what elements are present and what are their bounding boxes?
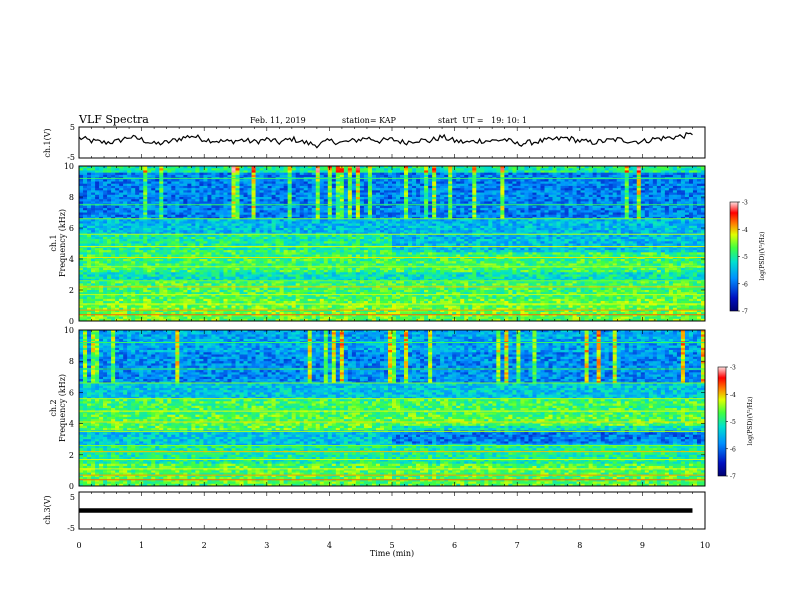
- x-tick-label: 5: [389, 541, 394, 550]
- freq-tick-label: 2: [69, 286, 74, 295]
- colorbar-tick-label: -4: [742, 227, 748, 234]
- freq-tick-label: 4: [69, 255, 74, 264]
- x-axis-tick-labels: 0 1 2 3 4 5 6 7 8 9 10: [76, 541, 710, 550]
- ch2-spec-ylabel-channel: ch.2: [49, 399, 58, 416]
- x-tick-label: 1: [139, 541, 144, 550]
- ch1-spectrogram-image: [79, 166, 706, 322]
- start-time-label: start UT = 19: 10: 1: [438, 116, 527, 125]
- x-tick-label: 9: [640, 541, 645, 550]
- colorbar-tick-label: -3: [730, 365, 736, 372]
- ch1-colorbar: -3 -4 -5 -6 -7 log(PSD)(V²/Hz): [729, 200, 766, 316]
- ch2-colorbar: -3 -4 -5 -6 -7 log(PSD)(V²/Hz): [717, 365, 754, 481]
- ch2-spectrogram-image: [79, 330, 706, 487]
- x-tick-label: 2: [202, 541, 207, 550]
- freq-tick-label: 8: [69, 193, 74, 202]
- x-tick-label: 6: [452, 541, 457, 550]
- colorbar-tick-label: -5: [742, 254, 748, 261]
- freq-tick-label: 2: [69, 451, 74, 460]
- ch1-waveform-panel: 5 -5 ch.1(V): [43, 123, 706, 162]
- freq-tick-label: 6: [69, 388, 74, 397]
- ch1-ylabel: ch.1(V): [43, 128, 52, 157]
- freq-tick-label: 6: [69, 224, 74, 233]
- ch1-ytick-bottom: -5: [67, 153, 75, 162]
- ch1-waveform-line: [78, 132, 693, 149]
- ch1-ytick-top: 5: [70, 123, 75, 132]
- x-tick-label: 4: [327, 541, 332, 550]
- freq-tick-label: 0: [69, 482, 74, 491]
- x-tick-label: 10: [700, 541, 710, 550]
- x-axis-label: Time (min): [370, 549, 414, 558]
- colorbar-tick-label: -6: [730, 446, 736, 453]
- station-label: station= KAP: [342, 116, 397, 125]
- freq-tick-label: 8: [69, 357, 74, 366]
- ch3-waveform-panel: 5 -5 ch.3(V): [43, 491, 706, 533]
- colorbar-tick-label: -7: [730, 474, 736, 481]
- freq-tick-label: 10: [64, 326, 74, 335]
- colorbar-tick-label: -5: [730, 419, 736, 426]
- colorbar-tick-label: -3: [742, 200, 748, 207]
- ch2-spectrogram-panel: ch.2 Frequency (kHz) 0 2 4 6 8 10: [49, 326, 706, 491]
- date-label: Feb. 11, 2019: [250, 116, 306, 125]
- x-tick-label: 8: [577, 541, 582, 550]
- ch1-spectrogram-panel: ch.1 Frequency (kHz) 0 2 4 6 8 10: [49, 162, 706, 326]
- x-tick-label: 7: [515, 541, 520, 550]
- colorbar-tick-label: -6: [742, 281, 748, 288]
- x-tick-label: 3: [264, 541, 269, 550]
- x-tick-label: 0: [76, 541, 81, 550]
- ch1-spec-ylabel: Frequency (kHz): [58, 209, 67, 277]
- ch3-ytick-bottom: -5: [67, 524, 75, 533]
- freq-tick-label: 4: [69, 420, 74, 429]
- ch1-spec-ylabel-channel: ch.1: [49, 234, 58, 251]
- ch3-ylabel: ch.3(V): [43, 495, 52, 524]
- figure-title: VLF Spectra: [78, 113, 149, 126]
- ch2-colorbar-label: log(PSD)(V²/Hz): [747, 397, 754, 446]
- ch3-ytick-top: 5: [70, 493, 75, 502]
- ch1-colorbar-label: log(PSD)(V²/Hz): [759, 232, 766, 281]
- colorbar-tick-label: -7: [742, 309, 748, 316]
- ch2-spec-ylabel: Frequency (kHz): [58, 374, 67, 442]
- colorbar-tick-label: -4: [730, 392, 736, 399]
- freq-tick-label: 10: [64, 162, 74, 171]
- freq-tick-label: 0: [69, 317, 74, 326]
